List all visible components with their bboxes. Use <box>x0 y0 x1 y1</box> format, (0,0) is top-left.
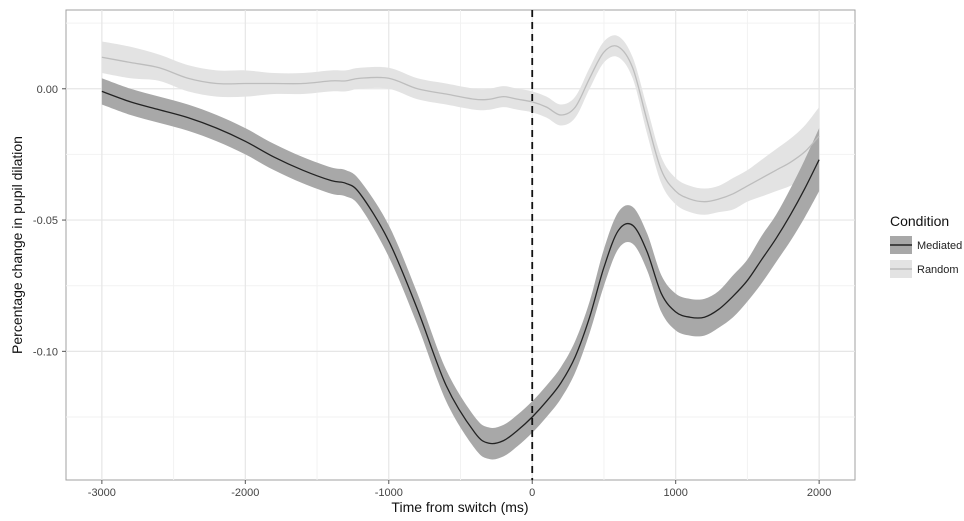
x-tick-label: -1000 <box>375 487 403 499</box>
line-random <box>101 45 820 203</box>
y-axis-ticks: 0.00 -0.05 -0.10 <box>33 84 66 358</box>
x-tick-label: -3000 <box>88 487 116 499</box>
band-random <box>101 35 820 215</box>
y-axis-title: Percentage change in pupil dilation <box>9 136 25 354</box>
y-tick-label: -0.10 <box>33 346 58 358</box>
legend-label-mediated: Mediated <box>917 240 962 252</box>
y-tick-label: -0.05 <box>33 215 58 227</box>
y-tick-label: 0.00 <box>37 84 58 96</box>
x-tick-label: -2000 <box>231 487 259 499</box>
x-axis-ticks: -3000 -2000 -1000 0 1000 2000 <box>88 480 831 499</box>
legend-title: Condition <box>890 213 949 229</box>
confidence-bands <box>101 35 820 460</box>
legend-label-random: Random <box>917 264 959 276</box>
band-mediated <box>101 78 820 460</box>
x-tick-label: 0 <box>529 487 535 499</box>
line-mediated <box>101 90 820 445</box>
x-axis-title: Time from switch (ms) <box>391 499 528 515</box>
x-tick-label: 1000 <box>663 487 687 499</box>
series-lines <box>101 45 820 445</box>
legend: Condition Mediated Random <box>890 213 962 278</box>
x-tick-label: 2000 <box>807 487 831 499</box>
